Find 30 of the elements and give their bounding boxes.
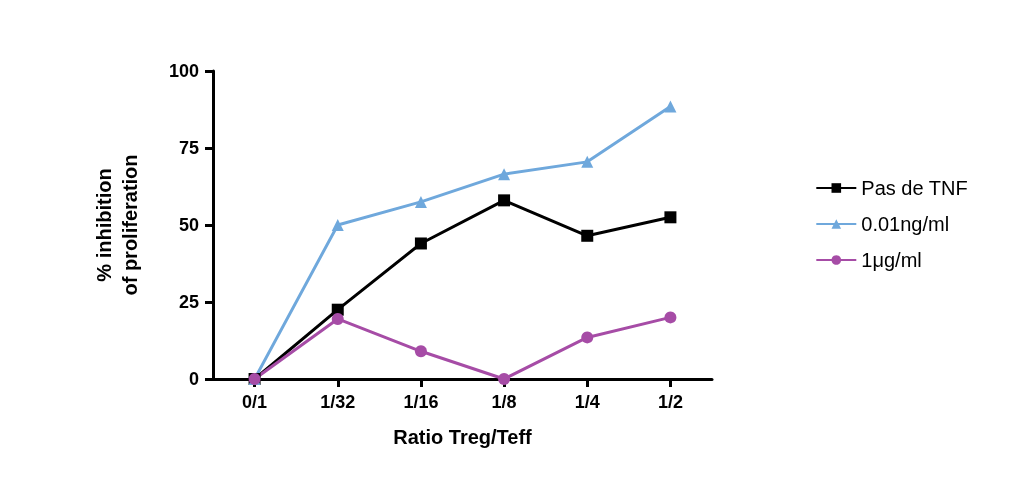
point [664, 311, 677, 324]
x-tick-label: 0/1 [242, 392, 268, 412]
legend-label: 0.01ng/ml [861, 213, 950, 235]
y-axis-title: % inhibition of proliferation [93, 154, 141, 296]
legend-label: 1μg/ml [861, 249, 922, 271]
point [581, 331, 594, 344]
x-tick-label: 1/4 [574, 392, 600, 412]
x-tick-label: 1/2 [657, 392, 683, 412]
x-tick-label: 1/16 [403, 392, 439, 412]
x-axis-title: Ratio Treg/Teff [393, 426, 533, 448]
point [498, 194, 511, 207]
point [414, 345, 427, 358]
point [414, 195, 427, 208]
point [664, 211, 677, 224]
legend-label: Pas de TNF [861, 177, 968, 199]
y-tick-label: 25 [178, 292, 199, 312]
y-tick-label: 75 [178, 138, 199, 158]
point [664, 100, 677, 113]
point [414, 237, 427, 250]
x-tick-label: 1/32 [320, 392, 356, 412]
point [581, 155, 594, 168]
y-tick-label: 100 [168, 61, 199, 81]
point [581, 229, 594, 242]
point [498, 168, 511, 181]
x-tick-label: 1/8 [491, 392, 517, 412]
point [331, 219, 344, 231]
y-tick-label: 50 [178, 215, 199, 235]
point [331, 312, 344, 325]
y-tick-label: 0 [188, 369, 199, 389]
point [498, 373, 511, 385]
